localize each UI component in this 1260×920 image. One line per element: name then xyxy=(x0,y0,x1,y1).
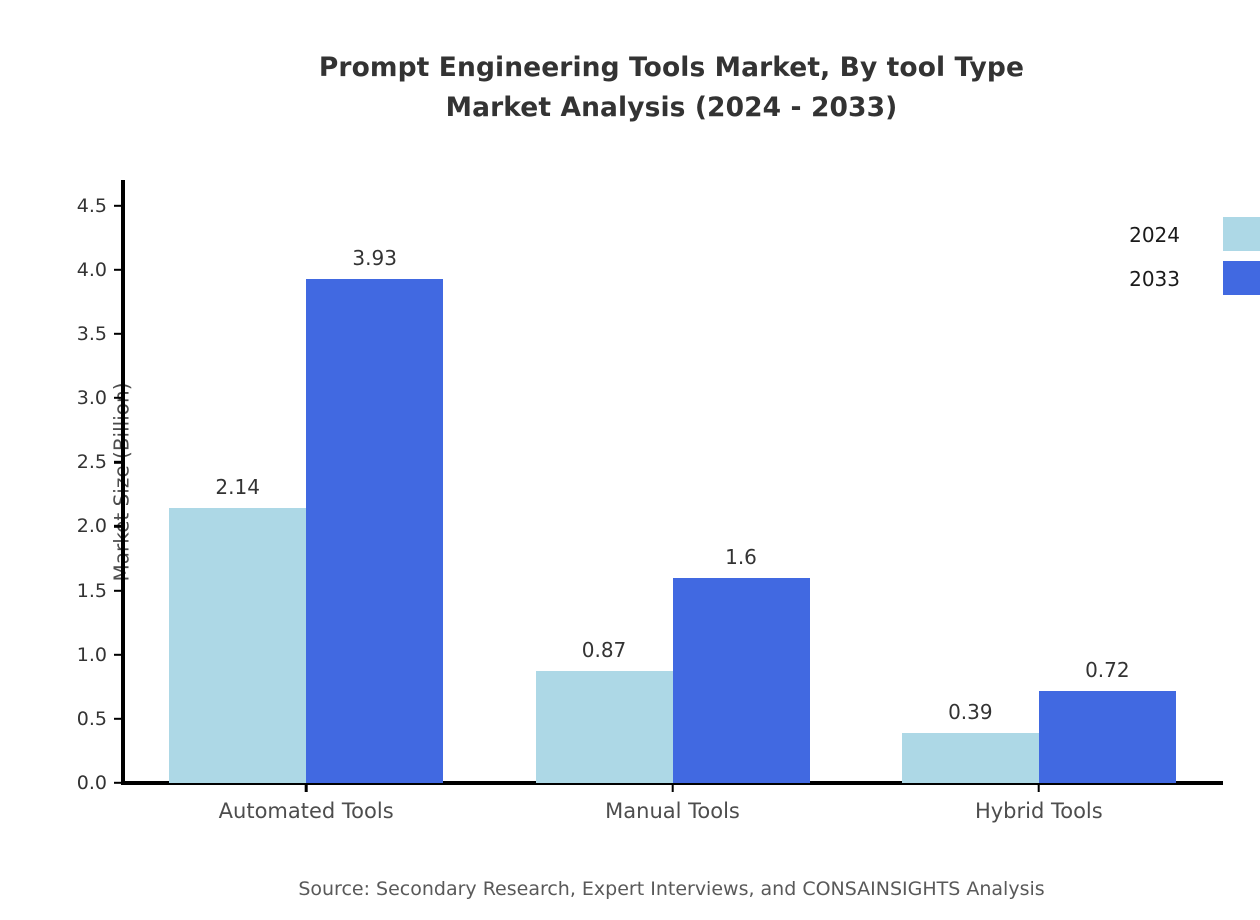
bar-2033-hybrid-tools[interactable]: 0.72 xyxy=(1038,658,1176,783)
bar-2024-hybrid-tools[interactable]: 0.39 xyxy=(901,700,1039,783)
bar-value-label: 0.72 xyxy=(1085,657,1130,682)
y-tick-label: 0.5 xyxy=(76,707,107,730)
y-tick xyxy=(114,781,123,785)
legend-swatch-2024 xyxy=(1223,217,1260,251)
y-tick xyxy=(114,204,123,207)
plot-area: 0.0 0.5 1.0 1.5 2.0 2.5 3.0 3.5 4.0 4.5 Automated… xyxy=(77,180,1224,823)
y-tick-label: 4.5 xyxy=(76,194,107,217)
legend: 2024 2033 xyxy=(1129,213,1260,301)
y-tick xyxy=(114,525,123,528)
x-tick xyxy=(671,783,674,792)
y-tick xyxy=(114,717,123,721)
bar-2024-manual-tools[interactable]: 0.87 xyxy=(535,638,673,783)
x-tick xyxy=(1037,783,1041,792)
bar-2033-manual-tools[interactable]: 1.6 xyxy=(672,545,810,783)
y-tick-label: 0.0 xyxy=(76,772,107,794)
chart-title-line-2: Market Analysis (2024 - 2033) xyxy=(445,92,898,123)
y-tick xyxy=(114,396,123,400)
bar-2024-automated-tools[interactable]: 2.14 xyxy=(169,475,307,783)
y-tick xyxy=(114,332,123,336)
source-note: Source: Secondary Research, Expert Inter… xyxy=(298,878,1045,900)
bar-value-label: 0.87 xyxy=(581,638,627,663)
legend-item-2024[interactable]: 2024 xyxy=(1129,213,1260,257)
y-tick-label: 2.5 xyxy=(76,451,107,474)
legend-item-2033[interactable]: 2033 xyxy=(1129,257,1260,301)
legend-label-2024: 2024 xyxy=(1129,223,1180,247)
y-tick xyxy=(114,653,123,656)
y-tick-label: 3.0 xyxy=(76,387,107,410)
x-tick-label: Hybrid Tools xyxy=(974,799,1103,823)
legend-swatch-2033 xyxy=(1223,261,1260,295)
bar-value-label: 2.14 xyxy=(215,475,260,500)
bar-value-label: 1.6 xyxy=(725,544,757,569)
bar-value-label: 3.93 xyxy=(352,245,397,270)
y-tick xyxy=(114,589,123,592)
y-tick-label: 4.0 xyxy=(76,258,107,281)
x-tick xyxy=(304,783,308,792)
bar-2033-automated-tools[interactable]: 3.93 xyxy=(306,246,444,783)
x-tick-label: Manual Tools xyxy=(605,799,740,823)
y-tick-label: 1.5 xyxy=(76,579,107,602)
bar-value-label: 0.39 xyxy=(948,699,993,724)
chart-title-line-1: Prompt Engineering Tools Market, By tool… xyxy=(318,52,1025,83)
chart-title: Prompt Engineering Tools Market, By tool… xyxy=(0,48,1260,128)
y-tick-label: 3.5 xyxy=(76,322,107,345)
x-tick-label: Automated Tools xyxy=(218,799,394,823)
y-tick xyxy=(114,461,123,464)
y-tick-label: 2.0 xyxy=(76,515,107,538)
legend-label-2033: 2033 xyxy=(1129,267,1180,291)
y-tick xyxy=(114,268,123,271)
y-tick-label: 1.0 xyxy=(76,643,107,666)
y-axis-spine xyxy=(121,180,125,783)
